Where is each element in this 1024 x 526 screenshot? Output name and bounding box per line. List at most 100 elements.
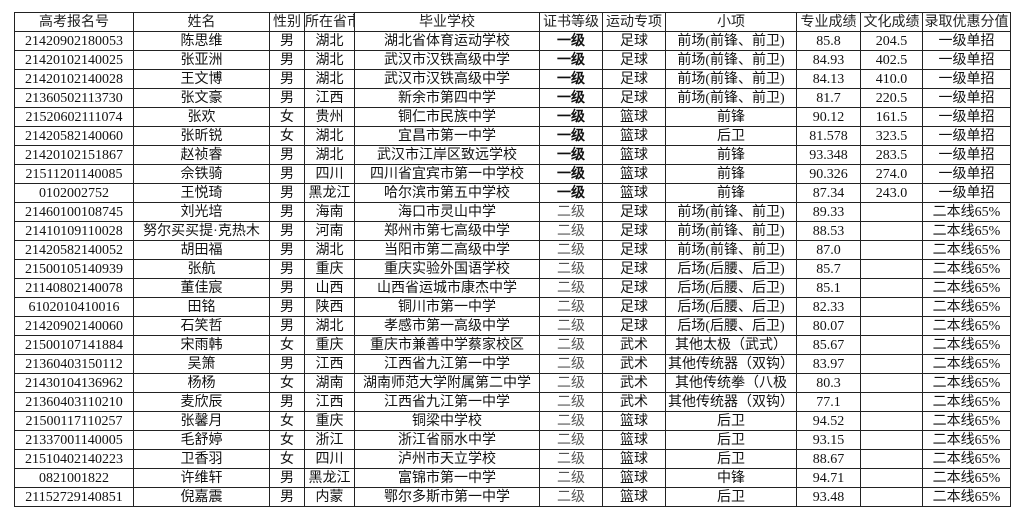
header-culture-score: 文化成绩 <box>860 12 923 32</box>
table-row: 21520602111074 张欢女贵州 铜仁市民族中学 一级 篮球 前锋 90.12 161… <box>14 107 1011 127</box>
header-certificate-level: 证书等级 <box>539 12 603 32</box>
cell-professional-score: 85.1 <box>796 278 861 298</box>
cell-certificate-level: 二级 <box>539 487 603 507</box>
cell-province: 重庆 <box>304 335 355 355</box>
cell-school: 重庆实验外国语学校 <box>354 259 540 279</box>
cell-name: 努尔买买提·克热木 <box>133 221 270 241</box>
cell-professional-score: 82.33 <box>796 297 861 317</box>
cell-culture-score <box>860 373 923 393</box>
table-row: 21360403150112 吴箫男江西 江西省九江第一中学 二级 武术 其他传统器（双钩… <box>14 354 1011 374</box>
cell-province: 湖北 <box>304 31 355 51</box>
cell-name: 张馨月 <box>133 411 270 431</box>
cell-province: 陕西 <box>304 297 355 317</box>
cell-name: 佘铁骑 <box>133 164 270 184</box>
cell-exam-id: 21360403150112 <box>14 354 134 374</box>
cell-sub-event: 后卫 <box>665 126 797 146</box>
cell-gender: 男 <box>269 69 305 89</box>
cell-culture-score <box>860 411 923 431</box>
cell-sub-event: 后卫 <box>665 411 797 431</box>
table-row: 21360502113730 张文豪男江西 新余市第四中学 一级 足球 前场(前锋、前卫)… <box>14 88 1011 108</box>
cell-sport: 篮球 <box>602 430 666 450</box>
cell-gender: 男 <box>269 354 305 374</box>
cell-sport: 武术 <box>602 335 666 355</box>
cell-exam-id: 21337001140005 <box>14 430 134 450</box>
cell-certificate-level: 一级 <box>539 50 603 70</box>
cell-sub-event: 前锋 <box>665 145 797 165</box>
cell-certificate-level: 二级 <box>539 430 603 450</box>
header-admission-bonus: 录取优惠分值 <box>922 12 1011 32</box>
cell-gender: 女 <box>269 449 305 469</box>
cell-culture-score: 274.0 <box>860 164 923 184</box>
cell-exam-id: 21420102140025 <box>14 50 134 70</box>
cell-gender: 男 <box>269 316 305 336</box>
cell-sport: 足球 <box>602 50 666 70</box>
cell-school: 哈尔滨市第五中学校 <box>354 183 540 203</box>
cell-professional-score: 81.7 <box>796 88 861 108</box>
table-row: 21410109110028 努尔买买提·克热木男河南 郑州市第七高级中学 二级 足球前… <box>14 221 1011 241</box>
table-row: 21420582140052 胡田福男湖北 当阳市第二高级中学 二级 足球 前场(前锋、前… <box>14 240 1011 260</box>
cell-school: 泸州市天立学校 <box>354 449 540 469</box>
table-row: 21140802140078 董佳宸男山西 山西省运城市康杰中学 二级 足球 后场(后腰、… <box>14 278 1011 298</box>
cell-admission-bonus: 二本线65% <box>922 259 1011 279</box>
cell-admission-bonus: 二本线65% <box>922 449 1011 469</box>
cell-exam-id: 21420902140060 <box>14 316 134 336</box>
cell-professional-score: 87.0 <box>796 240 861 260</box>
cell-sub-event: 前锋 <box>665 164 797 184</box>
cell-culture-score: 283.5 <box>860 145 923 165</box>
cell-sport: 篮球 <box>602 183 666 203</box>
table-row: 21420582140060 张昕锐女湖北 宜昌市第一中学 一级 篮球 后卫 81.578 3… <box>14 126 1011 146</box>
cell-admission-bonus: 二本线65% <box>922 487 1011 507</box>
cell-school: 江西省九江第一中学 <box>354 392 540 412</box>
cell-admission-bonus: 一级单招 <box>922 31 1011 51</box>
cell-sub-event: 其他太极（武式） <box>665 335 797 355</box>
cell-admission-bonus: 二本线65% <box>922 278 1011 298</box>
cell-school: 武汉市江岸区致远学校 <box>354 145 540 165</box>
cell-sub-event: 后场(后腰、后卫) <box>665 259 797 279</box>
cell-sub-event: 后卫 <box>665 487 797 507</box>
cell-certificate-level: 二级 <box>539 316 603 336</box>
cell-culture-score <box>860 430 923 450</box>
cell-admission-bonus: 二本线65% <box>922 392 1011 412</box>
table-row: 21511201140085 佘铁骑男四川 四川省宜宾市第一中学校 一级 篮球 前锋 90.… <box>14 164 1011 184</box>
table-row: 21337001140005 毛舒婷女浙江 浙江省丽水中学 二级 篮球 后卫 93.15 二本… <box>14 430 1011 450</box>
cell-name: 张昕锐 <box>133 126 270 146</box>
cell-school: 鄂尔多斯市第一中学 <box>354 487 540 507</box>
cell-school: 湖南师范大学附属第二中学 <box>354 373 540 393</box>
cell-province: 内蒙 <box>304 487 355 507</box>
cell-professional-score: 89.33 <box>796 202 861 222</box>
cell-sub-event: 其他传统器（双钩） <box>665 392 797 412</box>
cell-exam-id: 21420902180053 <box>14 31 134 51</box>
cell-school: 武汉市汉铁高级中学 <box>354 69 540 89</box>
cell-name: 田铭 <box>133 297 270 317</box>
cell-culture-score <box>860 221 923 241</box>
cell-certificate-level: 一级 <box>539 183 603 203</box>
cell-sub-event: 后场(后腰、后卫) <box>665 297 797 317</box>
cell-sport: 足球 <box>602 202 666 222</box>
cell-school: 宜昌市第一中学 <box>354 126 540 146</box>
cell-admission-bonus: 二本线65% <box>922 297 1011 317</box>
cell-sport: 篮球 <box>602 411 666 431</box>
cell-culture-score: 402.5 <box>860 50 923 70</box>
cell-province: 湖北 <box>304 316 355 336</box>
cell-certificate-level: 二级 <box>539 202 603 222</box>
cell-gender: 男 <box>269 297 305 317</box>
cell-sport: 篮球 <box>602 164 666 184</box>
cell-province: 重庆 <box>304 411 355 431</box>
cell-certificate-level: 二级 <box>539 240 603 260</box>
cell-gender: 女 <box>269 126 305 146</box>
cell-province: 湖南 <box>304 373 355 393</box>
cell-admission-bonus: 二本线65% <box>922 430 1011 450</box>
cell-culture-score <box>860 278 923 298</box>
cell-gender: 男 <box>269 240 305 260</box>
cell-certificate-level: 二级 <box>539 373 603 393</box>
cell-sub-event: 其他传统拳（八极 <box>665 373 797 393</box>
cell-province: 湖北 <box>304 50 355 70</box>
cell-certificate-level: 一级 <box>539 88 603 108</box>
cell-exam-id: 21510402140223 <box>14 449 134 469</box>
cell-school: 山西省运城市康杰中学 <box>354 278 540 298</box>
cell-province: 黑龙江 <box>304 468 355 488</box>
cell-culture-score <box>860 354 923 374</box>
cell-sport: 足球 <box>602 316 666 336</box>
cell-certificate-level: 一级 <box>539 164 603 184</box>
cell-exam-id: 21511201140085 <box>14 164 134 184</box>
